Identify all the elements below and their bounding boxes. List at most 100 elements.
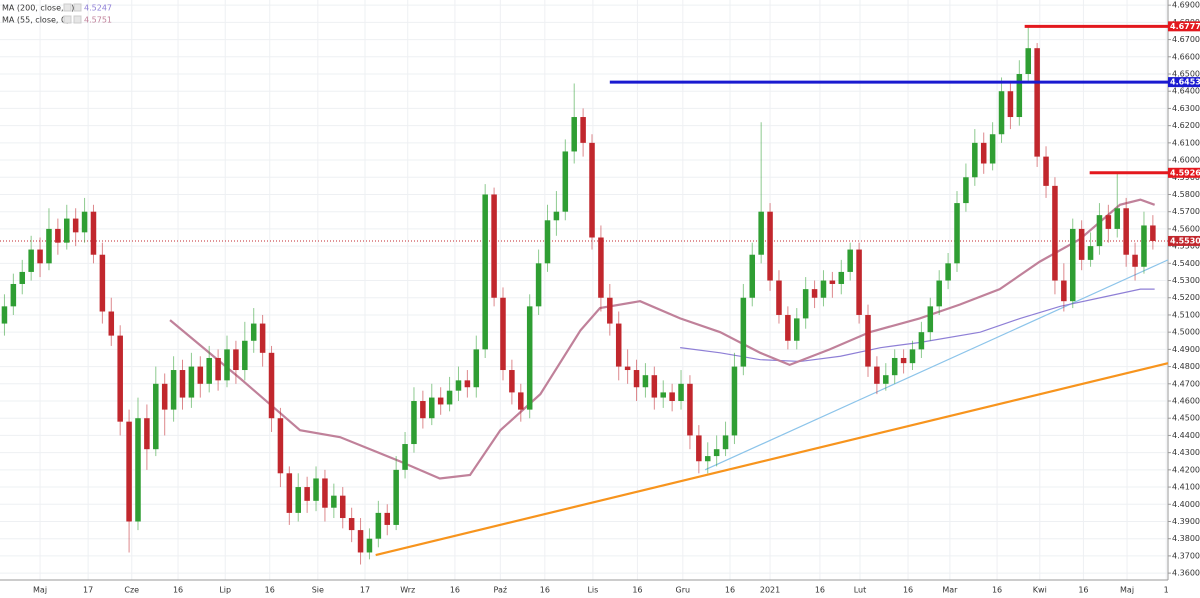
legend-icon [73, 15, 82, 24]
y-tick-label: 4.6600 [1172, 52, 1200, 61]
candle-body [429, 397, 435, 419]
x-tick-label: Maj [33, 586, 47, 595]
candle-body [687, 383, 693, 436]
y-tick-label: 4.4800 [1172, 362, 1200, 371]
y-tick-label: 4.6400 [1172, 87, 1200, 96]
x-tick-label: Cze [124, 586, 139, 595]
y-tick-label: 4.5700 [1172, 207, 1200, 216]
candle-body [1105, 215, 1112, 229]
candle-body [1, 306, 8, 324]
level-label: 4.5926 [1170, 168, 1200, 177]
candle-body [224, 349, 230, 381]
x-tick-label: 17 [83, 586, 93, 595]
y-tick-label: 4.5000 [1172, 328, 1200, 337]
y-tick-label: 4.5100 [1172, 310, 1200, 319]
candle-body [366, 538, 373, 553]
candle-body [1069, 228, 1076, 302]
candle-body [1078, 228, 1085, 260]
candle-body [437, 397, 444, 405]
candle-body [660, 392, 666, 398]
candle-body [526, 306, 533, 410]
y-tick-label: 4.3800 [1172, 534, 1200, 543]
candle-body [277, 418, 284, 474]
candle-body [188, 366, 195, 398]
candle-body [348, 518, 355, 531]
candle-body [1025, 48, 1031, 75]
legend-name: MA (55, close, 0) [2, 16, 69, 25]
candle-body [954, 203, 960, 264]
candle-body [1096, 215, 1103, 247]
y-tick-label: 4.4700 [1172, 379, 1200, 388]
candle-body [918, 332, 925, 350]
candle-body [767, 211, 773, 281]
y-tick-label: 4.5600 [1172, 224, 1200, 233]
trendline [704, 259, 1169, 471]
candle-body [384, 512, 391, 525]
candle-body [731, 366, 738, 436]
candle-body [740, 297, 747, 367]
y-tick-label: 4.6000 [1172, 156, 1200, 165]
y-tick-label: 4.6200 [1172, 121, 1200, 130]
candle-body [829, 280, 836, 284]
candle-body [553, 211, 560, 221]
candle-body [509, 370, 515, 393]
candle-body [811, 289, 818, 298]
candle-body [776, 280, 782, 315]
candle-body [820, 280, 827, 298]
candle-body [802, 289, 809, 319]
candle-body [758, 211, 764, 255]
x-tick-label: 16 [632, 586, 642, 595]
candle-body [215, 357, 221, 381]
y-tick-label: 4.4200 [1172, 465, 1200, 474]
candle-body [936, 280, 942, 307]
y-tick-label: 4.5800 [1172, 190, 1200, 199]
y-tick-label: 4.3600 [1172, 569, 1200, 578]
y-tick-label: 4.4300 [1172, 448, 1200, 457]
candle-body [81, 211, 88, 233]
y-tick-label: 4.4100 [1172, 483, 1200, 492]
candle-body [1087, 246, 1094, 260]
candle-body [144, 418, 150, 450]
candle-body [72, 218, 79, 233]
candle-body [615, 323, 622, 367]
candle-body [446, 390, 453, 405]
candle-body [713, 449, 720, 457]
candle-body [856, 249, 862, 315]
x-tick-label: Maj [1120, 586, 1134, 595]
candle-body [28, 249, 34, 272]
candle-body [161, 383, 168, 410]
y-tick-label: 4.4000 [1172, 500, 1200, 509]
candle-body [402, 444, 408, 470]
x-tick-label: Lis [587, 586, 598, 595]
candle-body [491, 194, 497, 298]
candle-body [464, 380, 471, 388]
candle-body [286, 473, 293, 513]
candle-body [785, 314, 791, 341]
candle-body [544, 220, 551, 264]
candle-body [847, 249, 853, 272]
y-tick-label: 4.4400 [1172, 431, 1200, 440]
y-tick-label: 4.4500 [1172, 414, 1200, 423]
candle-body [607, 297, 613, 324]
candle-body [989, 134, 996, 164]
y-tick-label: 4.5300 [1172, 276, 1200, 285]
x-tick-label: Mar [942, 586, 958, 595]
candle-body [865, 314, 871, 367]
x-tick-label: 1 [1164, 586, 1169, 595]
candle-body [170, 370, 177, 410]
y-tick-label: 4.6900 [1172, 1, 1200, 10]
candle-body [46, 228, 52, 264]
candle-body [126, 421, 132, 522]
candle-body [749, 254, 756, 298]
x-tick-label: Lip [219, 586, 231, 595]
x-tick-label: Kwi [1033, 586, 1047, 595]
candle-body [233, 349, 239, 371]
candle-body [909, 349, 916, 364]
candle-body [135, 418, 141, 522]
y-tick-label: 4.6500 [1172, 70, 1200, 79]
candle-body [1052, 185, 1058, 281]
candle-body [972, 142, 978, 178]
candle-body [722, 435, 729, 450]
candle-body [1132, 254, 1138, 267]
